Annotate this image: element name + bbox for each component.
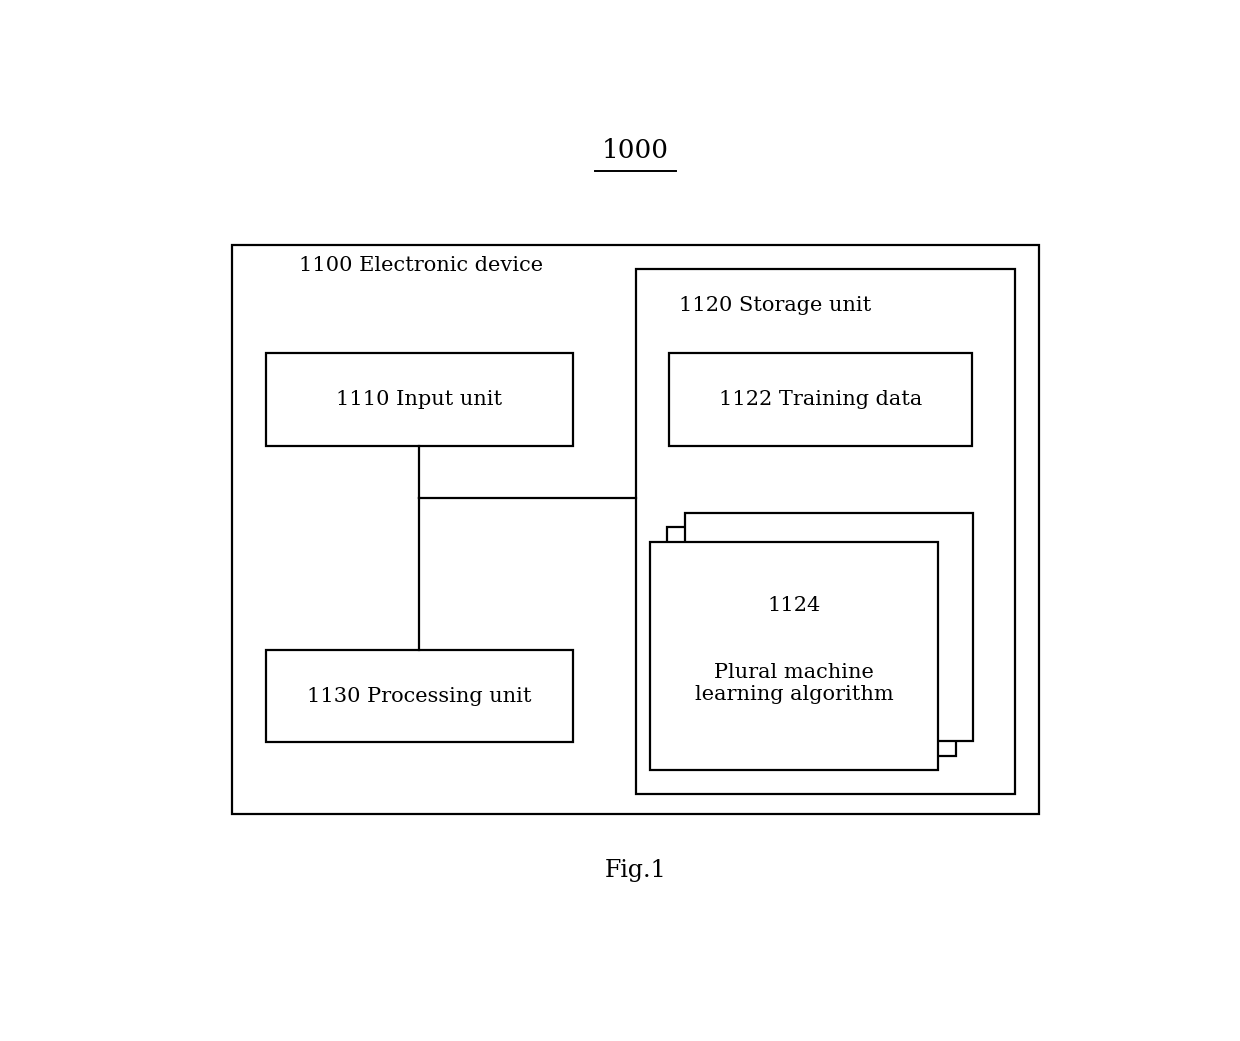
Text: 1100 Electronic device: 1100 Electronic device (299, 256, 543, 275)
FancyBboxPatch shape (232, 245, 1039, 814)
Text: Fig.1: Fig.1 (605, 859, 666, 882)
Text: Plural machine
learning algorithm: Plural machine learning algorithm (694, 663, 894, 704)
FancyBboxPatch shape (650, 541, 939, 770)
Text: 1120 Storage unit: 1120 Storage unit (678, 296, 870, 314)
Text: 1122 Training data: 1122 Training data (719, 390, 923, 409)
FancyBboxPatch shape (684, 513, 973, 741)
FancyBboxPatch shape (265, 650, 573, 742)
Text: 1110 Input unit: 1110 Input unit (336, 390, 502, 409)
Text: 1000: 1000 (601, 138, 670, 163)
FancyBboxPatch shape (667, 528, 956, 756)
FancyBboxPatch shape (635, 270, 1016, 794)
FancyBboxPatch shape (670, 353, 972, 446)
FancyBboxPatch shape (265, 353, 573, 446)
Text: 1130 Processing unit: 1130 Processing unit (308, 686, 532, 706)
Text: 1124: 1124 (768, 596, 821, 615)
